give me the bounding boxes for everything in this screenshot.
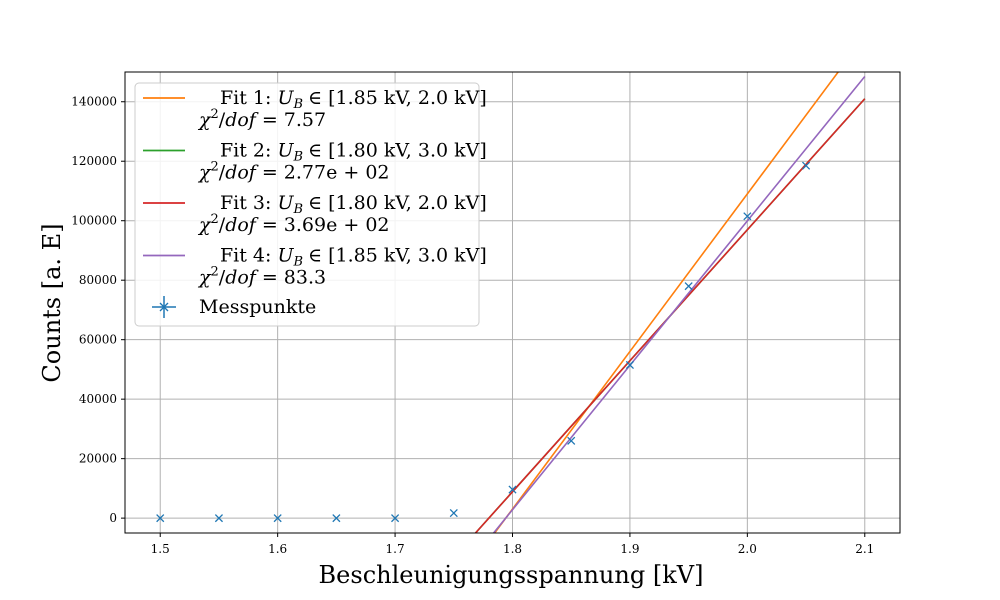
- data-point: [508, 485, 517, 494]
- data-point: [567, 436, 576, 445]
- y-tick-label: 120000: [71, 154, 117, 168]
- legend-box: [134, 82, 480, 327]
- legend-chi2-label: χ2/dof = 83.3: [197, 265, 326, 289]
- legend-chi2-label: χ2/dof = 7.57: [197, 107, 326, 131]
- x-tick-label: 2.1: [855, 542, 874, 556]
- data-point: [273, 514, 282, 523]
- y-tick-label: 100000: [71, 214, 117, 228]
- legend-entry-fit-4: Fit 4: UB ∈ [1.85 kV, 3.0 kV]χ2/dof = 83.3: [143, 245, 487, 289]
- data-point: [156, 514, 165, 523]
- data-point: [802, 161, 811, 170]
- legend-fit-label: Fit 2: UB ∈ [1.80 kV, 3.0 kV]: [220, 140, 487, 165]
- fit-line-4: [492, 75, 866, 533]
- fit-lines: [474, 72, 866, 533]
- legend-entry-messpunkte: Messpunkte: [152, 296, 316, 318]
- x-tick-label: 1.9: [620, 542, 639, 556]
- legend-chi2-label: χ2/dof = 3.69e + 02: [197, 212, 390, 236]
- x-axis: 1.5 1.6 1.7 1.8 1.9 2.0 2.1: [151, 533, 874, 556]
- data-points: [156, 161, 811, 523]
- data-point: [625, 360, 634, 370]
- fit-line-1: [494, 72, 840, 533]
- y-tick-label: 40000: [79, 392, 117, 406]
- data-point: [214, 514, 223, 523]
- legend-messpunkte-label: Messpunkte: [199, 296, 316, 318]
- y-axis-title: Counts [a. E]: [38, 223, 66, 382]
- legend-entry-fit-3: Fit 3: UB ∈ [1.80 kV, 2.0 kV]χ2/dof = 3.69e …: [143, 192, 487, 236]
- y-tick-label: 140000: [71, 95, 117, 109]
- y-tick-label: 0: [109, 511, 117, 525]
- legend-entry-fit-2: Fit 2: UB ∈ [1.80 kV, 3.0 kV]χ2/dof = 2.77e …: [143, 140, 487, 184]
- legend-fit-label: Fit 3: UB ∈ [1.80 kV, 2.0 kV]: [220, 192, 487, 217]
- data-point: [449, 509, 458, 518]
- y-tick-label: 60000: [79, 333, 117, 347]
- x-axis-title: Beschleunigungsspannung [kV]: [319, 561, 704, 589]
- x-tick-label: 1.8: [503, 542, 522, 556]
- x-tick-label: 1.7: [386, 542, 405, 556]
- x-tick-label: 1.5: [151, 542, 170, 556]
- data-point: [743, 212, 752, 221]
- legend-fit-label: Fit 4: UB ∈ [1.85 kV, 3.0 kV]: [220, 245, 487, 270]
- x-tick-label: 1.6: [268, 542, 287, 556]
- legend: Fit 1: UB ∈ [1.85 kV, 2.0 kV]χ2/dof = 7.57Fi…: [134, 82, 487, 327]
- y-tick-label: 80000: [79, 273, 117, 287]
- y-tick-label: 20000: [79, 452, 117, 466]
- data-point: [684, 282, 693, 291]
- legend-fit-label: Fit 1: UB ∈ [1.85 kV, 2.0 kV]: [220, 87, 487, 112]
- legend-entry-fit-1: Fit 1: UB ∈ [1.85 kV, 2.0 kV]χ2/dof = 7.57: [143, 87, 487, 131]
- data-point: [391, 514, 400, 523]
- x-tick-label: 2.0: [738, 542, 757, 556]
- y-axis: 0 20000 40000 60000 80000 100000 120000 140000: [71, 95, 125, 525]
- legend-chi2-label: χ2/dof = 2.77e + 02: [197, 160, 390, 184]
- data-point: [332, 514, 341, 523]
